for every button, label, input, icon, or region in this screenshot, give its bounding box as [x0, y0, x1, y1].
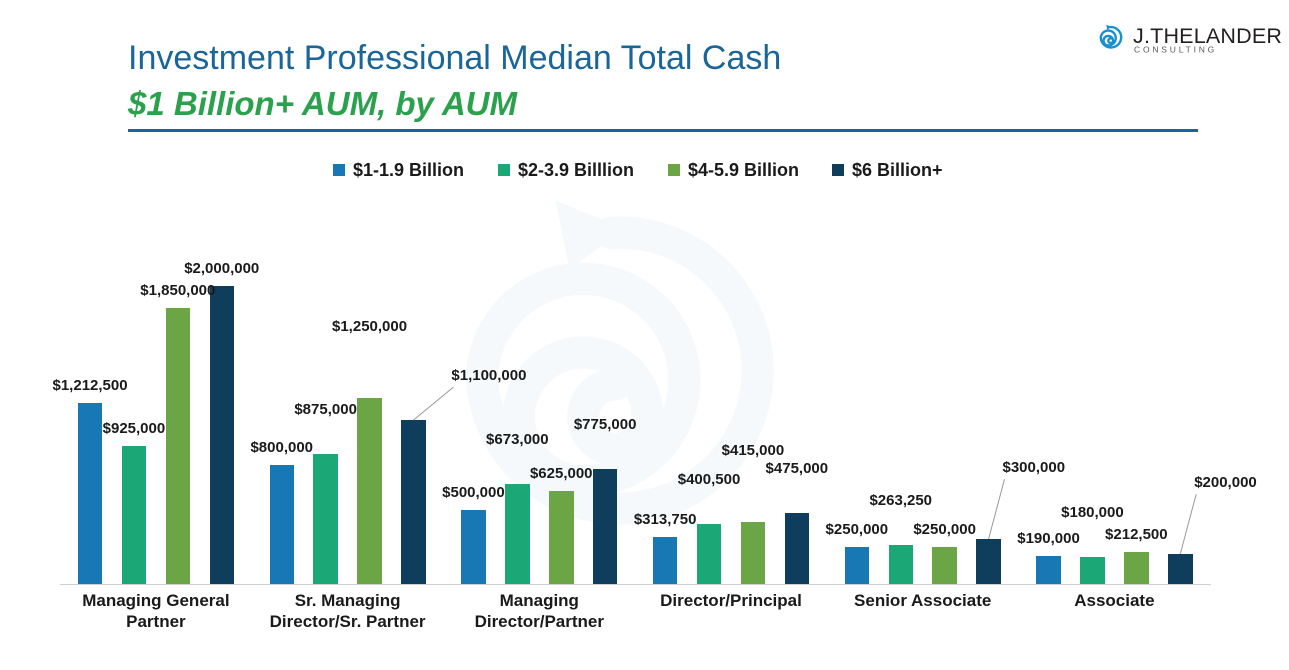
svg-text:CONSULTING: CONSULTING [1134, 45, 1217, 55]
